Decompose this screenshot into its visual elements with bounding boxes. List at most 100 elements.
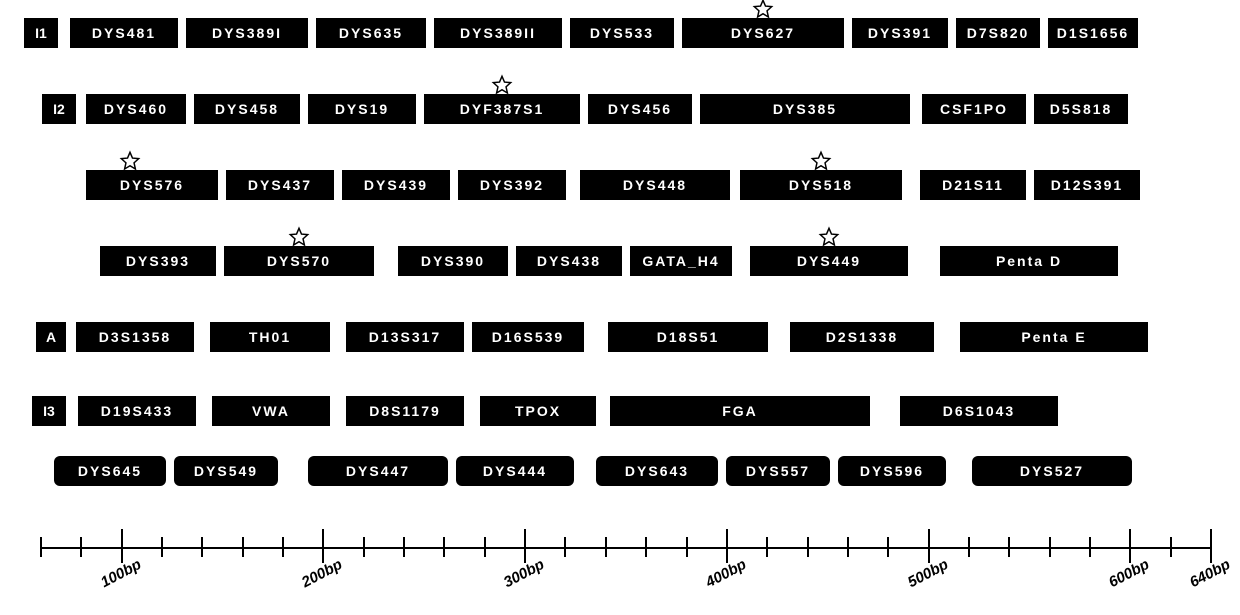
marker-label: DYS385 — [773, 101, 837, 117]
marker-label: DYS533 — [590, 25, 654, 41]
axis-tick-minor — [645, 537, 647, 557]
marker-label: DYS643 — [625, 463, 689, 479]
marker-label: TPOX — [515, 403, 561, 419]
marker-block: DYS576 — [86, 170, 218, 200]
marker-block: D8S1179 — [346, 396, 464, 426]
marker-label: DYS458 — [215, 101, 279, 117]
marker-block: DYS481 — [70, 18, 178, 48]
lane-label-text: I2 — [53, 101, 65, 117]
marker-label: D2S1338 — [826, 329, 898, 345]
marker-label: Penta E — [1021, 329, 1086, 345]
marker-label: DYS391 — [868, 25, 932, 41]
marker-label: DYS460 — [104, 101, 168, 117]
marker-block: DYS389I — [186, 18, 308, 48]
marker-block: DYS460 — [86, 94, 186, 124]
marker-block: DYS393 — [100, 246, 216, 276]
marker-block: DYS448 — [580, 170, 730, 200]
axis-tick-minor — [1008, 537, 1010, 557]
marker-label: DYS456 — [608, 101, 672, 117]
lane-label-text: I1 — [35, 25, 47, 41]
marker-block: DYS456 — [588, 94, 692, 124]
marker-block: D21S11 — [920, 170, 1026, 200]
marker-block: D2S1338 — [790, 322, 934, 352]
marker-label: DYS527 — [1020, 463, 1084, 479]
marker-label: DYS438 — [537, 253, 601, 269]
marker-label: DYS448 — [623, 177, 687, 193]
axis-tick-minor — [887, 537, 889, 557]
axis-tick-major — [1210, 529, 1212, 563]
marker-label: DYS392 — [480, 177, 544, 193]
marker-label: DYS437 — [248, 177, 312, 193]
marker-label: DYS389I — [212, 25, 282, 41]
marker-block: D13S317 — [346, 322, 464, 352]
marker-label: DYS447 — [346, 463, 410, 479]
marker-block: VWA — [212, 396, 330, 426]
marker-block: DYS527 — [972, 456, 1132, 486]
marker-label: D21S11 — [942, 177, 1004, 193]
marker-map-diagram: I1 DYS481 DYS389I DYS635 DYS389II DYS533 DYS62… — [0, 0, 1240, 615]
lane-label: I3 — [32, 396, 66, 426]
marker-label: DYS557 — [746, 463, 810, 479]
marker-block: DYS19 — [308, 94, 416, 124]
marker-label: CSF1PO — [940, 101, 1008, 117]
axis-tick-minor — [1049, 537, 1051, 557]
marker-label: DYS635 — [339, 25, 403, 41]
axis-tick-minor — [403, 537, 405, 557]
axis-tick-minor — [201, 537, 203, 557]
marker-label: DYS393 — [126, 253, 190, 269]
marker-block: DYS385 — [700, 94, 910, 124]
marker-label: D7S820 — [967, 25, 1030, 41]
marker-block: D16S539 — [472, 322, 584, 352]
marker-label: DYS439 — [364, 177, 428, 193]
marker-block: FGA — [610, 396, 870, 426]
axis-tick-minor — [161, 537, 163, 557]
marker-label: DYS570 — [267, 253, 331, 269]
axis-tick-major — [1129, 529, 1131, 563]
lane-label: A — [36, 322, 66, 352]
marker-block: DYS557 — [726, 456, 830, 486]
marker-block: D6S1043 — [900, 396, 1058, 426]
marker-block: DYS447 — [308, 456, 448, 486]
marker-block: DYS449 — [750, 246, 908, 276]
axis-tick-minor — [242, 537, 244, 557]
axis-tick-minor — [363, 537, 365, 557]
marker-label: DYS390 — [421, 253, 485, 269]
marker-label: D18S51 — [657, 329, 720, 345]
marker-block: GATA_H4 — [630, 246, 732, 276]
axis-tick-major — [322, 529, 324, 563]
star-icon — [288, 226, 310, 248]
marker-label: Penta D — [996, 253, 1062, 269]
marker-label: DYS627 — [731, 25, 795, 41]
star-icon — [119, 150, 141, 172]
star-icon — [752, 0, 774, 20]
marker-block: TPOX — [480, 396, 596, 426]
marker-block: DYS596 — [838, 456, 946, 486]
axis-tick-minor — [766, 537, 768, 557]
marker-block: DYS458 — [194, 94, 300, 124]
marker-label: VWA — [252, 403, 290, 419]
axis-tick-minor — [686, 537, 688, 557]
marker-block: DYS643 — [596, 456, 718, 486]
marker-block: D5S818 — [1034, 94, 1128, 124]
marker-block: DYS627 — [682, 18, 844, 48]
axis-tick-major — [524, 529, 526, 563]
lane-label: I2 — [42, 94, 76, 124]
marker-label: D6S1043 — [943, 403, 1015, 419]
axis-tick-minor — [443, 537, 445, 557]
marker-block: DYS635 — [316, 18, 426, 48]
marker-block: TH01 — [210, 322, 330, 352]
marker-label: DYS596 — [860, 463, 924, 479]
marker-label: FGA — [722, 403, 758, 419]
marker-label: GATA_H4 — [642, 253, 719, 269]
marker-block: DYS389II — [434, 18, 562, 48]
marker-block: D7S820 — [956, 18, 1040, 48]
axis-line — [40, 547, 1210, 549]
marker-block: D3S1358 — [76, 322, 194, 352]
marker-block: D1S1656 — [1048, 18, 1138, 48]
marker-label: D13S317 — [369, 329, 441, 345]
bp-axis: 100bp200bp300bp400bp500bp600bp640bp — [40, 525, 1210, 595]
marker-label: DYS518 — [789, 177, 853, 193]
axis-tick-minor — [605, 537, 607, 557]
marker-block: DYF387S1 — [424, 94, 580, 124]
marker-block: DYS570 — [224, 246, 374, 276]
